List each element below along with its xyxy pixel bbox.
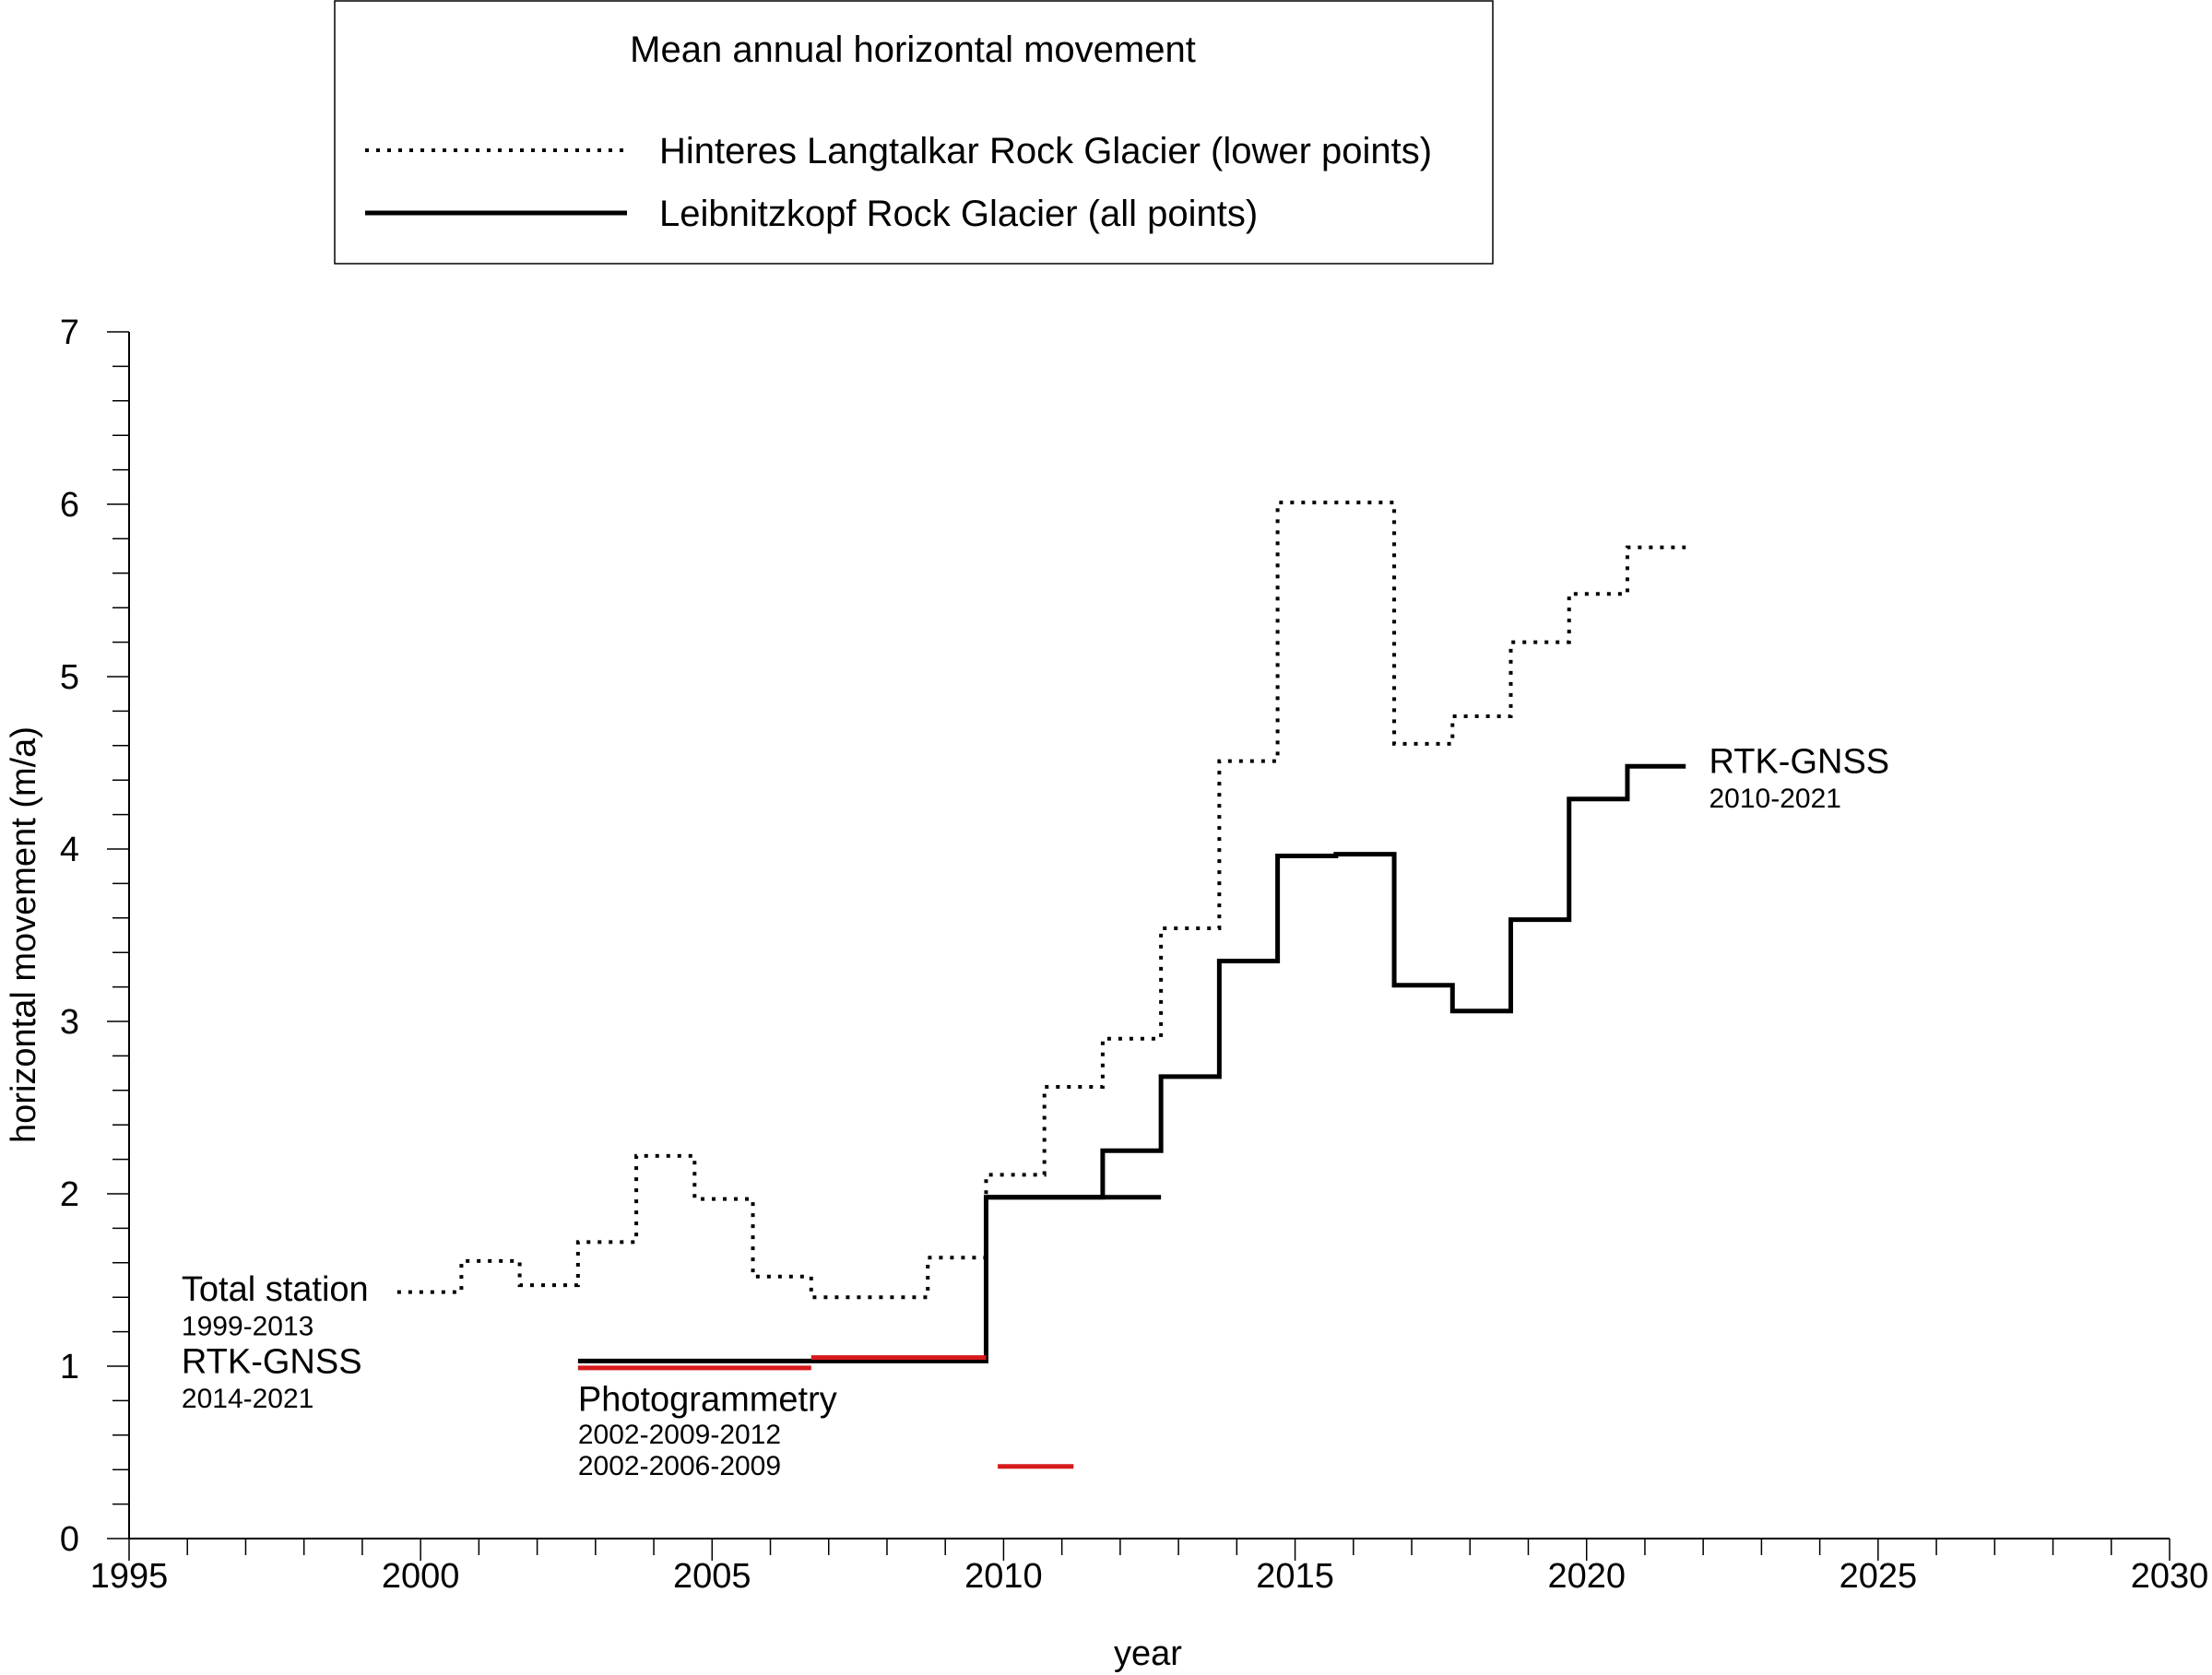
y-tick-label: 3 — [60, 1003, 79, 1042]
ann-rtk-left-years: 2014-2021 — [182, 1384, 313, 1414]
x-tick-label: 2020 — [1547, 1557, 1626, 1596]
ann-rtk-left: RTK-GNSS — [182, 1342, 362, 1381]
x-axis-label: year — [1114, 1634, 1182, 1673]
x-tick-label: 2025 — [1839, 1557, 1918, 1596]
ann-photo-years-1: 2002-2009-2012 — [578, 1420, 781, 1450]
y-tick-label: 4 — [60, 831, 79, 869]
y-tick-label: 1 — [60, 1348, 79, 1386]
ann-photo-years-2: 2002-2006-2009 — [578, 1451, 781, 1481]
ann-rtk-right: RTK-GNSS — [1709, 743, 1889, 782]
x-tick-label: 2010 — [964, 1557, 1043, 1596]
plot-series — [396, 501, 1686, 1371]
ann-photogrammetry: Photogrammetry — [578, 1381, 837, 1420]
y-tick-label: 6 — [60, 486, 79, 525]
legend-title: Mean annual horizontal movement — [630, 29, 1196, 70]
series-1-line — [577, 763, 1686, 1363]
x-tick-label: 2015 — [1256, 1557, 1334, 1596]
legend-label-0: Hinteres Langtalkar Rock Glacier (lower … — [659, 131, 1432, 171]
legend-label-1: Leibnitzkopf Rock Glacier (all points) — [659, 194, 1258, 234]
ann-total-station: Total station — [182, 1270, 369, 1309]
y-tick-label: 5 — [60, 658, 79, 697]
x-tick-label: 2000 — [382, 1557, 460, 1596]
x-tick-label: 2005 — [673, 1557, 751, 1596]
ann-total-station-years: 1999-2013 — [182, 1311, 313, 1341]
series-0-line — [396, 501, 1686, 1300]
y-tick-label: 0 — [60, 1520, 79, 1559]
x-tick-label: 1995 — [90, 1557, 169, 1596]
legend: Mean annual horizontal movement Hinteres … — [334, 0, 1494, 265]
y-tick-label: 2 — [60, 1175, 79, 1214]
axes: 1995 2000 2005 2010 2015 2020 2025 2030 0 1 2 3 4 5 6 7… — [5, 313, 2208, 1673]
y-tick-label: 7 — [60, 313, 79, 352]
x-tick-label: 2030 — [2131, 1557, 2209, 1596]
ann-rtk-right-years: 2010-2021 — [1709, 784, 1840, 814]
y-axis-label: horizontal movement (m/a) — [5, 726, 43, 1143]
legend-box — [334, 0, 1494, 265]
